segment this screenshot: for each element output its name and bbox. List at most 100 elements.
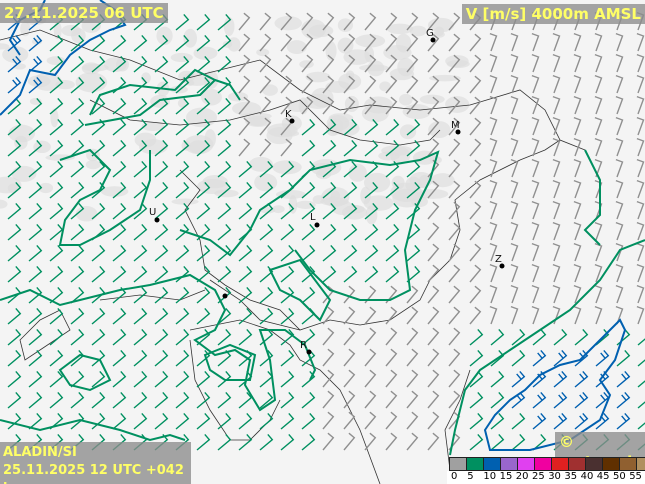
terrain-patch	[222, 40, 233, 48]
terrain-patch	[363, 172, 391, 193]
wind-barb	[259, 96, 272, 115]
legend-swatch	[466, 457, 484, 471]
wind-barb	[511, 412, 526, 430]
wind-barb	[301, 328, 316, 346]
wind-barb	[175, 286, 190, 304]
wind-barb	[469, 349, 484, 367]
wind-barb	[552, 158, 561, 178]
wind-barb	[112, 328, 127, 346]
wind-barb	[364, 411, 377, 430]
wind-barb	[406, 369, 419, 388]
wind-barb	[615, 179, 624, 199]
wind-barb	[489, 284, 498, 304]
wind-barb	[364, 265, 379, 283]
wind-barb	[636, 200, 645, 220]
wind-barb	[217, 76, 232, 94]
wind-barb	[469, 159, 482, 178]
valid-time: 27.11.2025 06 UTC	[0, 3, 168, 23]
wind-barb	[154, 139, 169, 157]
wind-barb	[259, 12, 272, 31]
wind-barb	[406, 306, 419, 325]
wind-barb	[406, 432, 419, 451]
wind-barb	[343, 12, 356, 31]
wind-barb	[112, 244, 127, 262]
wind-barb	[490, 370, 505, 388]
terrain-patch	[379, 81, 391, 92]
wind-barb	[133, 139, 148, 157]
wind-barb	[448, 33, 461, 52]
wind-barb	[280, 138, 293, 157]
wind-barb	[595, 328, 610, 346]
wind-barb	[490, 412, 505, 430]
terrain-patch	[186, 79, 195, 86]
terrain-patch	[359, 64, 389, 72]
wind-barb	[217, 433, 232, 451]
wind-barb	[322, 96, 335, 115]
legend-swatch	[636, 457, 645, 471]
wind-barb	[364, 33, 377, 52]
wind-barb	[259, 54, 272, 73]
wind-barb	[489, 200, 498, 220]
wind-barb	[196, 328, 211, 346]
wind-barb	[510, 158, 519, 178]
terrain-patch	[295, 200, 316, 210]
wind-barb	[28, 370, 43, 388]
wind-barb	[70, 202, 85, 220]
wind-barb	[469, 328, 484, 346]
wind-barb	[322, 306, 335, 325]
wind-barb	[594, 263, 603, 283]
wind-barb	[112, 160, 127, 178]
wind-barb	[7, 76, 22, 94]
wind-barb	[301, 75, 314, 94]
wind-barb	[406, 96, 419, 115]
wind-barb	[217, 307, 232, 325]
terrain-patch	[365, 205, 378, 225]
wind-barb	[385, 265, 400, 283]
wind-barb	[301, 223, 316, 241]
wind-barb	[615, 53, 624, 73]
wind-barb	[7, 412, 22, 430]
wind-barb	[49, 370, 64, 388]
wind-barb	[510, 200, 519, 220]
wind-barb	[573, 116, 582, 136]
wind-barb	[615, 137, 624, 157]
wind-barb	[28, 223, 43, 241]
wind-barb	[573, 305, 582, 325]
wind-barb	[448, 348, 461, 367]
wind-barb	[133, 181, 148, 199]
wind-barb	[280, 286, 295, 304]
wind-barb	[196, 265, 211, 283]
wind-barb	[133, 265, 148, 283]
wind-barb	[532, 433, 547, 451]
wind-barb	[427, 327, 440, 346]
wind-barb	[552, 95, 561, 115]
wind-barb	[238, 181, 253, 199]
wind-barb	[343, 118, 358, 136]
wind-barb	[301, 391, 316, 409]
wind-barb	[196, 433, 211, 451]
wind-barb	[573, 179, 582, 199]
wind-barb	[7, 118, 22, 136]
wind-barb	[448, 222, 461, 241]
wind-barb	[574, 328, 589, 346]
wind-barb	[28, 286, 43, 304]
wind-barb	[175, 307, 190, 325]
wind-barb	[594, 32, 603, 52]
wind-barb	[175, 181, 190, 199]
wind-barb	[7, 139, 22, 157]
wind-barb	[531, 137, 540, 157]
wind-barb	[322, 75, 335, 94]
wind-barb	[385, 390, 398, 409]
cities	[154, 37, 505, 355]
wind-barb	[615, 95, 624, 115]
wind-barb	[49, 391, 64, 409]
wind-barb	[49, 181, 64, 199]
wind-barb	[427, 348, 440, 367]
wind-barb	[322, 369, 335, 388]
wind-barb	[91, 412, 106, 430]
wind-barb	[49, 286, 64, 304]
wind-barb	[489, 137, 498, 157]
terrain-patch	[201, 88, 222, 106]
terrain-patch	[399, 124, 417, 140]
wind-barb	[448, 12, 461, 31]
